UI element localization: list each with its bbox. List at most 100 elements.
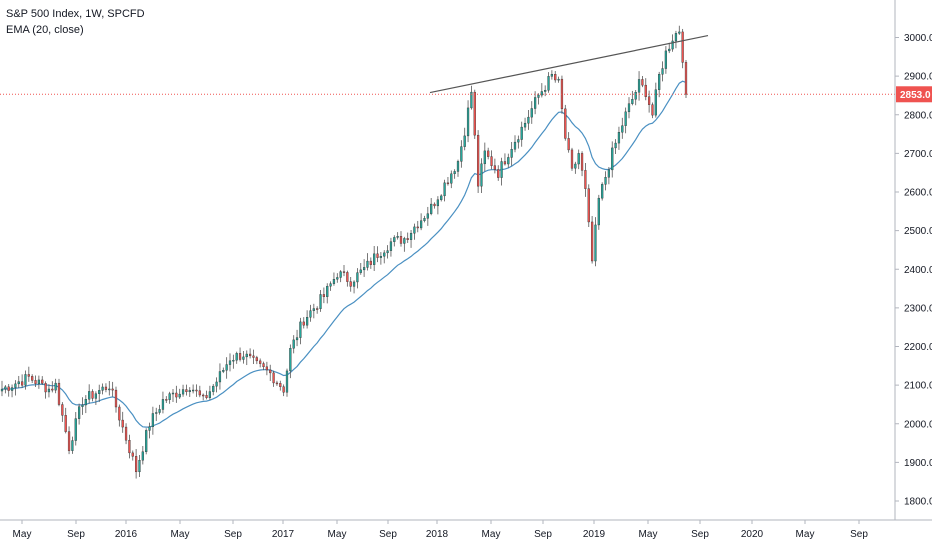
x-tick-label: May (328, 529, 347, 540)
candle-body (4, 386, 7, 390)
candle-body (487, 150, 490, 157)
x-tick-label: 2016 (115, 529, 138, 540)
candle-body (419, 220, 423, 229)
candle-body (436, 199, 440, 207)
candle-body (393, 237, 396, 242)
candle-body (631, 99, 634, 104)
candle-body (329, 283, 332, 287)
candle-body (564, 108, 567, 139)
candle-body (151, 413, 155, 427)
candle-body (587, 188, 590, 223)
candle-body (617, 132, 621, 144)
y-tick-label: 2500.0 (904, 226, 932, 237)
x-tick-label: 2018 (426, 529, 449, 540)
candle-body (118, 406, 121, 421)
candle-body (285, 370, 289, 393)
candle-body (342, 271, 346, 273)
y-tick-label: 3000.0 (904, 33, 932, 44)
x-tick-label: Sep (534, 529, 552, 540)
candle-body (658, 74, 661, 90)
candle-body (168, 393, 171, 400)
candle-body (678, 31, 681, 34)
candle-body (446, 182, 450, 185)
candle-body (463, 135, 466, 147)
candle-body (104, 386, 108, 390)
candle-body (155, 412, 158, 414)
x-tick-label: Sep (379, 529, 397, 540)
candle-body (362, 267, 366, 271)
candle-body (77, 406, 81, 419)
candle-body (647, 96, 651, 105)
candle-body (10, 387, 14, 391)
candle-body (507, 157, 510, 165)
candle-body (316, 308, 319, 310)
candle-body (567, 138, 570, 151)
candle-body (597, 197, 600, 226)
y-tick-label: 2800.0 (904, 110, 932, 121)
candle-body (570, 149, 574, 169)
candle-body (0, 388, 4, 392)
candle-body (181, 389, 185, 395)
candle-body (215, 381, 218, 387)
candle-body (668, 48, 671, 52)
candle-body (242, 356, 245, 360)
candle-body (225, 364, 228, 371)
candle-body (430, 203, 433, 214)
candle-body (352, 281, 356, 287)
candle-body (57, 382, 61, 405)
candle-body (520, 126, 523, 140)
candle-body (386, 250, 389, 254)
candle-body (399, 236, 403, 244)
candle-body (295, 337, 299, 341)
overlay-layer: 2853.0 (0, 34, 932, 103)
candle-body (121, 419, 124, 428)
candle-body (500, 161, 503, 178)
candle-body (584, 170, 587, 189)
candle-body (238, 353, 242, 360)
candle-body (671, 40, 674, 50)
candle-body (27, 374, 30, 377)
candle-body (373, 253, 376, 265)
candle-body (661, 68, 664, 75)
candle-body (208, 391, 212, 398)
ema-line (1, 80, 687, 428)
candle-body (547, 76, 550, 91)
candle-body (222, 370, 225, 372)
y-tick-label: 1800.0 (904, 497, 932, 508)
candle-body (145, 430, 148, 452)
candle-body (376, 253, 379, 258)
candle-body (31, 376, 34, 381)
candle-body (644, 84, 647, 97)
candle-body (540, 91, 543, 96)
y-tick-label: 2900.0 (904, 72, 932, 83)
candle-body (624, 111, 627, 126)
candle-body (84, 399, 87, 406)
candle-body (205, 395, 208, 398)
candle-body (275, 382, 279, 385)
candle-body (218, 371, 222, 383)
candle-body (470, 91, 473, 109)
candle-body (634, 92, 637, 100)
candle-body (510, 149, 513, 158)
candle-body (523, 122, 527, 128)
candle-body (235, 353, 238, 361)
candle-body (403, 238, 406, 244)
candle-body (614, 142, 617, 149)
candle-body (607, 169, 611, 178)
candle-body (158, 409, 161, 413)
candle-body (198, 390, 201, 396)
candle-body (440, 195, 443, 200)
candle-body (24, 374, 27, 386)
candle-body (580, 153, 584, 171)
trendline[interactable] (429, 34, 709, 94)
candle-body (54, 382, 57, 391)
x-tick-label: 2019 (583, 529, 606, 540)
y-tick-label: 2700.0 (904, 149, 932, 160)
candle-body (684, 62, 688, 95)
candle-body (141, 451, 144, 461)
candle-body (61, 404, 64, 416)
candle-body (480, 163, 483, 187)
y-tick-label: 1900.0 (904, 458, 932, 469)
